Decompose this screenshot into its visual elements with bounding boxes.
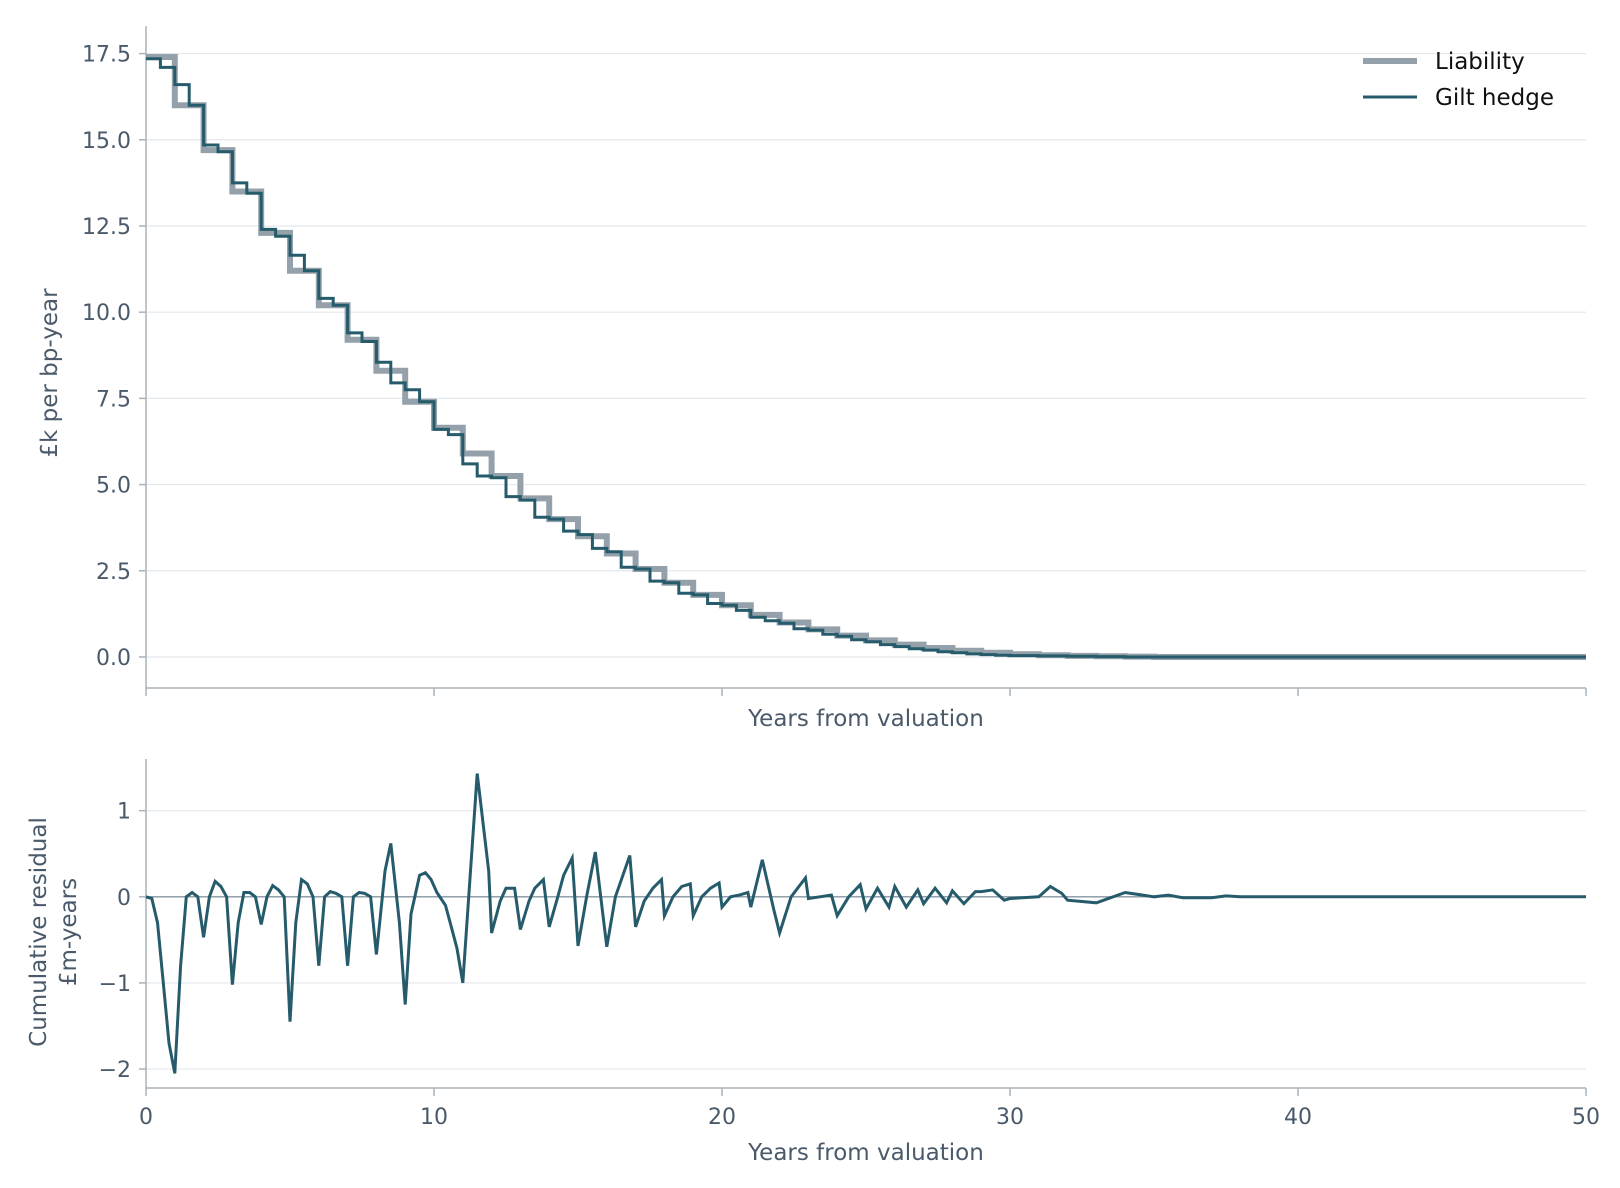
y-tick-label: 0: [117, 886, 131, 911]
y-tick-label: −1: [99, 972, 131, 997]
top-x-axis-label: Years from valuation: [747, 706, 984, 732]
y-tick-label: 17.5: [82, 43, 131, 68]
x-tick-label: 20: [708, 1105, 736, 1130]
bottom-y-ticks: −2 −1 0 1: [99, 800, 146, 1083]
top-x-ticks: [145, 688, 1587, 696]
x-tick-label: 10: [420, 1105, 448, 1130]
bottom-y-axis-label-line1: Cumulative residual: [26, 817, 52, 1047]
bottom-x-axis-label: Years from valuation: [747, 1140, 984, 1166]
legend-gilt-hedge-label: Gilt hedge: [1435, 85, 1554, 111]
residual-line: [145, 773, 1586, 1074]
top-y-axis-label: £k per bp-year: [37, 288, 63, 458]
legend: Liability Gilt hedge: [1363, 49, 1554, 111]
x-tick-label: 50: [1572, 1105, 1600, 1130]
y-tick-label: −2: [99, 1058, 131, 1083]
y-tick-label: 1: [117, 800, 131, 825]
y-tick-label: 12.5: [82, 215, 131, 240]
top-grid: [146, 52, 1586, 658]
x-tick-label: 40: [1284, 1105, 1312, 1130]
y-tick-label: 5.0: [96, 474, 131, 499]
top-y-ticks: 0.0 2.5 5.0 7.5 10.0 12.5 15.0 17.5: [82, 43, 146, 671]
y-tick-label: 15.0: [82, 129, 131, 154]
top-series: [146, 54, 1586, 660]
bottom-series: [145, 773, 1586, 1074]
sensitivity-panel: 0.0 2.5 5.0 7.5 10.0 12.5 15.0 17.5 Years from …: [37, 26, 1587, 732]
legend-liability-label: Liability: [1435, 49, 1525, 75]
y-tick-label: 2.5: [96, 560, 131, 585]
y-tick-label: 7.5: [96, 387, 131, 412]
x-tick-label: 0: [139, 1105, 153, 1130]
x-tick-label: 30: [996, 1105, 1024, 1130]
y-tick-label: 10.0: [82, 301, 131, 326]
bottom-grid: [146, 810, 1586, 1070]
bottom-y-axis-label-line2: £m-years: [56, 878, 82, 986]
liability-line: [146, 54, 1586, 660]
residual-panel: −2−101 0 10 20 30 40 50 Years from valuation …: [26, 759, 1600, 1166]
gilt-hedge-line: [146, 57, 1586, 659]
y-tick-label: 0.0: [96, 646, 131, 671]
bottom-x-ticks: 0 10 20 30 40 50: [139, 1088, 1600, 1130]
